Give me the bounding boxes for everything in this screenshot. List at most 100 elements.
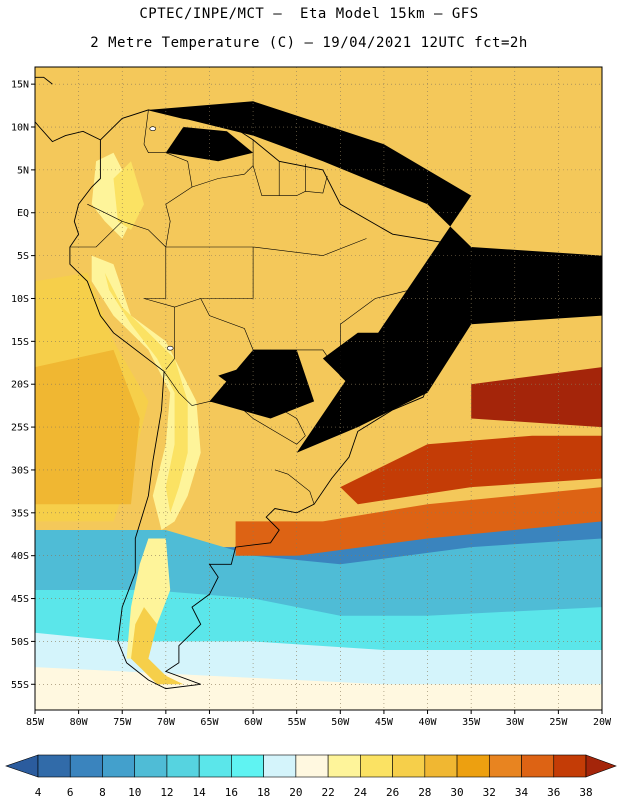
- colorbar-label: 6: [67, 786, 74, 799]
- country-border: [274, 469, 315, 505]
- temperature-zone: [148, 101, 602, 453]
- latitude-tick-label: 45S: [11, 594, 29, 605]
- temperature-zone: [235, 487, 602, 556]
- latitude-tick-label: 5N: [17, 165, 29, 176]
- latitude-tick-label: 40S: [11, 551, 29, 562]
- latitude-tick-label: 25S: [11, 423, 29, 434]
- colorbar-bin: [134, 754, 168, 778]
- longitude-tick-label: 45W: [375, 717, 394, 728]
- colorbar: 4 6 8 10 12 14 16 18 20 22 24 26 28 30 32 34 36 38: [5, 754, 617, 799]
- colorbar-label: 34: [515, 786, 529, 799]
- colorbar-label: 20: [289, 786, 302, 799]
- colorbar-label: 38: [579, 786, 592, 799]
- colorbar-label: 26: [386, 786, 399, 799]
- colorbar-bin: [37, 754, 71, 778]
- country-border: [339, 324, 393, 411]
- map-frame: [34, 66, 603, 711]
- colorbar-high-arrow: [585, 754, 617, 778]
- longitude-tick-label: 85W: [26, 717, 45, 728]
- longitude-tick-label: 40W: [419, 717, 438, 728]
- colorbar-bin: [263, 754, 297, 778]
- country-border: [252, 165, 328, 196]
- country-border: [191, 139, 254, 188]
- temperature-zone: [165, 127, 254, 162]
- lake: [149, 126, 157, 132]
- colorbar-label: 36: [547, 786, 560, 799]
- colorbar-bin: [166, 754, 200, 778]
- colorbar-low-arrow: [5, 754, 39, 778]
- latitude-tick-label: EQ: [17, 208, 29, 219]
- country-border: [87, 203, 123, 222]
- country-border: [200, 247, 254, 299]
- colorbar-bin: [456, 754, 490, 778]
- colorbar-bin: [360, 754, 393, 778]
- country-border: [143, 109, 193, 248]
- longitude-tick-label: 30W: [506, 717, 525, 728]
- latitude-tick-label: 20S: [11, 380, 29, 391]
- temperature-zone: [131, 607, 184, 685]
- country-border: [165, 298, 271, 385]
- colorbar-label: 30: [450, 786, 463, 799]
- colorbar-bin: [392, 754, 426, 778]
- colorbar-label: 18: [257, 786, 270, 799]
- country-border: [270, 349, 341, 376]
- longitude-tick-label: 60W: [244, 717, 263, 728]
- country-border: [69, 220, 175, 308]
- longitude-tick-label: 20W: [593, 717, 612, 728]
- longitude-tick-label: 70W: [157, 717, 176, 728]
- colorbar-bin: [327, 754, 361, 778]
- colorbar-label: 8: [99, 786, 106, 799]
- colorbar-label: 12: [160, 786, 173, 799]
- temperature-zone: [471, 367, 602, 428]
- graticule: [35, 67, 602, 710]
- latitude-tick-label: 15S: [11, 337, 29, 348]
- temperature-zone: [35, 667, 602, 710]
- latitude-axis: 15N 10N 5N EQ 5S 10S 15S 20S 25S 30S 35S 40S 45S 50S 5…: [11, 80, 35, 691]
- longitude-tick-label: 50W: [331, 717, 350, 728]
- title-line-1: CPTEC/INPE/MCT – Eta Model 15km – GFS: [139, 6, 479, 22]
- colorbar-label: 16: [225, 786, 238, 799]
- latitude-tick-label: 50S: [11, 637, 29, 648]
- country-border: [366, 340, 433, 359]
- longitude-tick-label: 65W: [200, 717, 219, 728]
- longitude-tick-label: 55W: [288, 717, 307, 728]
- temperature-zone: [113, 161, 144, 230]
- country-border: [270, 384, 306, 436]
- longitude-axis: 85W 80W 75W 70W 65W 60W 55W 50W 45W 40W 35W 30W 25W 2…: [26, 710, 612, 728]
- latitude-tick-label: 5S: [17, 251, 29, 262]
- colorbar-bin: [198, 754, 232, 778]
- country-border: [235, 402, 306, 445]
- longitude-tick-label: 75W: [113, 717, 132, 728]
- colorbar-bin: [102, 754, 136, 778]
- colorbar-label: 14: [193, 786, 207, 799]
- colorbar-bin: [69, 754, 103, 778]
- latitude-tick-label: 55S: [11, 680, 29, 691]
- latitude-tick-label: 30S: [11, 465, 29, 476]
- longitude-tick-label: 25W: [549, 717, 568, 728]
- country-border: [163, 371, 271, 406]
- latitude-tick-label: 10S: [11, 294, 29, 305]
- country-border: [340, 289, 445, 325]
- lake: [166, 345, 174, 351]
- colorbar-bin: [424, 754, 458, 778]
- central-america-coastline: [35, 76, 101, 143]
- colorbar-label: 22: [321, 786, 334, 799]
- country-border: [165, 238, 367, 256]
- colorbar-label: 24: [354, 786, 368, 799]
- latitude-tick-label: 10N: [11, 123, 29, 134]
- colorbar-bin: [488, 754, 522, 778]
- colorbar-label: 10: [128, 786, 141, 799]
- colorbar-label: 32: [483, 786, 496, 799]
- title-line-2: 2 Metre Temperature (C) – 19/04/2021 12U…: [90, 35, 528, 51]
- colorbar-bin: [521, 754, 555, 778]
- colorbar-label: 4: [35, 786, 42, 799]
- latitude-tick-label: 35S: [11, 508, 29, 519]
- longitude-tick-label: 80W: [70, 717, 89, 728]
- longitude-tick-label: 35W: [462, 717, 481, 728]
- colorbar-bin: [295, 754, 329, 778]
- colorbar-bin: [231, 754, 264, 778]
- coastlines-and-borders: [35, 76, 472, 690]
- latitude-tick-label: 15N: [11, 80, 29, 91]
- colorbar-label: 28: [418, 786, 431, 799]
